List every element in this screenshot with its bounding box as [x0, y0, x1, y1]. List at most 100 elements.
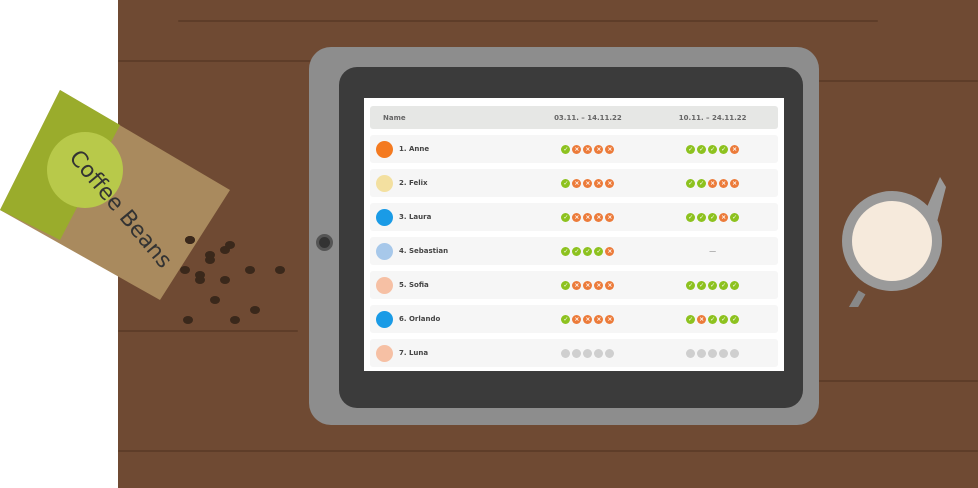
period-2-cell: ✓ ✓ ✓ ✓ × — [647, 144, 778, 154]
cross-icon: × — [730, 178, 740, 188]
check-icon: ✓ — [730, 212, 740, 222]
fox-avatar — [376, 140, 393, 158]
cross-icon: × — [583, 314, 593, 324]
cross-icon: × — [594, 178, 604, 188]
period-1-cell: ✓ ✓ ✓ ✓ × — [528, 246, 647, 256]
period-2-cell — [647, 348, 778, 358]
period-1-cell — [528, 348, 647, 358]
check-icon: ✓ — [708, 144, 718, 154]
cross-icon: × — [605, 178, 615, 188]
cross-icon: × — [583, 144, 593, 154]
check-icon: ✓ — [561, 314, 571, 324]
cross-icon: × — [572, 280, 582, 290]
name-cell: 7. Luna — [370, 344, 528, 362]
table-row[interactable]: 6. Orlando ✓ × × × × ✓ × ✓ ✓ ✓ — [370, 305, 778, 333]
pending-icon — [730, 348, 740, 358]
check-icon: ✓ — [697, 144, 707, 154]
check-icon: ✓ — [697, 178, 707, 188]
coffee-bag-illustration: Coffee Beans — [0, 90, 230, 300]
table-row[interactable]: 1. Anne ✓ × × × × ✓ ✓ ✓ ✓ × — [370, 135, 778, 163]
cross-icon: × — [605, 246, 615, 256]
table-row[interactable]: 4. Sebastian ✓ ✓ ✓ ✓ × — — [370, 237, 778, 265]
check-icon: ✓ — [686, 178, 696, 188]
check-icon: ✓ — [561, 280, 571, 290]
milk-jug-illustration — [842, 177, 946, 307]
check-icon: ✓ — [697, 280, 707, 290]
name-cell: 4. Sebastian — [370, 242, 528, 260]
pending-icon — [572, 348, 582, 358]
pending-icon — [719, 348, 729, 358]
check-icon: ✓ — [686, 280, 696, 290]
student-name: 7. Luna — [399, 349, 429, 357]
cross-icon: × — [583, 280, 593, 290]
table-row[interactable]: 5. Sofia ✓ × × × × ✓ ✓ ✓ ✓ ✓ — [370, 271, 778, 299]
cross-icon: × — [605, 212, 615, 222]
cross-icon: × — [572, 178, 582, 188]
table-row[interactable]: 3. Laura ✓ × × × × ✓ ✓ ✓ × ✓ — [370, 203, 778, 231]
pending-icon — [686, 348, 696, 358]
period-2-cell: ✓ ✓ ✓ ✓ ✓ — [647, 280, 778, 290]
student-name: 5. Sofia — [399, 281, 429, 289]
table-header: Name 03.11. – 14.11.22 10.11. – 24.11.22 — [370, 106, 778, 129]
cross-icon: × — [594, 144, 604, 154]
period-2-cell: ✓ ✓ ✓ × ✓ — [647, 212, 778, 222]
student-name: 3. Laura — [399, 213, 432, 221]
header-period-2: 10.11. – 24.11.22 — [678, 113, 747, 122]
check-icon: ✓ — [730, 280, 740, 290]
check-icon: ✓ — [561, 246, 571, 256]
check-icon: ✓ — [730, 314, 740, 324]
check-icon: ✓ — [561, 212, 571, 222]
check-icon: ✓ — [561, 178, 571, 188]
pending-icon — [561, 348, 571, 358]
check-icon: ✓ — [594, 246, 604, 256]
header-period-1: 03.11. – 14.11.22 — [554, 113, 622, 122]
cross-icon: × — [719, 178, 729, 188]
period-2-cell: ✓ × ✓ ✓ ✓ — [647, 314, 778, 324]
period-1-cell: ✓ × × × × — [528, 280, 647, 290]
check-icon: ✓ — [719, 144, 729, 154]
pending-icon — [594, 348, 604, 358]
check-icon: ✓ — [697, 212, 707, 222]
check-icon: ✓ — [708, 314, 718, 324]
pig-avatar — [376, 344, 393, 362]
period-1-cell: ✓ × × × × — [528, 178, 647, 188]
cross-icon: × — [594, 212, 604, 222]
pending-icon — [708, 348, 718, 358]
check-icon: ✓ — [719, 280, 729, 290]
pending-icon — [605, 348, 615, 358]
check-icon: ✓ — [561, 144, 571, 154]
pending-icon — [583, 348, 593, 358]
cross-icon: × — [583, 178, 593, 188]
student-name: 4. Sebastian — [399, 247, 449, 255]
check-icon: ✓ — [719, 314, 729, 324]
period-1-cell: ✓ × × × × — [528, 212, 647, 222]
check-icon: ✓ — [572, 246, 582, 256]
screen: Name 03.11. – 14.11.22 10.11. – 24.11.22… — [364, 98, 784, 371]
check-icon: ✓ — [686, 144, 696, 154]
check-icon: ✓ — [686, 212, 696, 222]
cross-icon: × — [594, 280, 604, 290]
check-icon: ✓ — [583, 246, 593, 256]
coffee-beans — [183, 236, 285, 324]
cross-icon: × — [719, 212, 729, 222]
name-cell: 2. Felix — [370, 174, 528, 192]
rabbit-avatar — [376, 174, 393, 192]
table-row[interactable]: 2. Felix ✓ × × × × ✓ ✓ × × × — [370, 169, 778, 197]
period-1-cell: ✓ × × × × — [528, 314, 647, 324]
pending-icon — [697, 348, 707, 358]
cross-icon: × — [572, 212, 582, 222]
masked-avatar — [376, 242, 393, 260]
bird-avatar — [376, 310, 393, 328]
check-icon: ✓ — [708, 280, 718, 290]
check-icon: ✓ — [686, 314, 696, 324]
period-1-cell: ✓ × × × × — [528, 144, 647, 154]
period-2-cell: — — [647, 247, 778, 255]
cross-icon: × — [730, 144, 740, 154]
cross-icon: × — [605, 314, 615, 324]
cross-icon: × — [594, 314, 604, 324]
table-row[interactable]: 7. Luna — [370, 339, 778, 367]
header-name: Name — [383, 113, 406, 122]
home-button[interactable] — [316, 234, 333, 251]
cross-icon: × — [572, 144, 582, 154]
period-2-cell: ✓ ✓ × × × — [647, 178, 778, 188]
